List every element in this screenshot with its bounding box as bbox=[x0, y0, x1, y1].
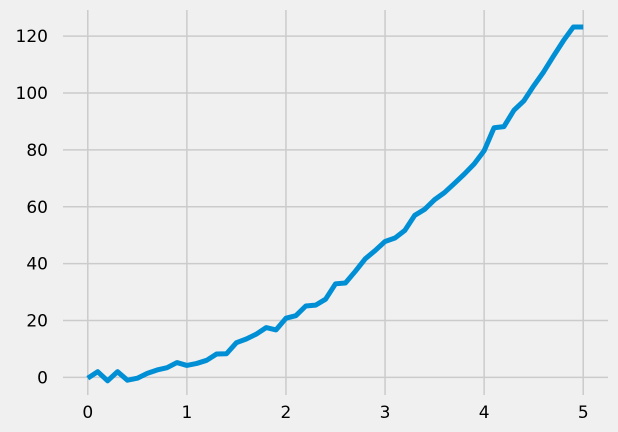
series-layer bbox=[86, 24, 584, 384]
y-tick-label: 120 bbox=[16, 27, 48, 47]
y-tick-label: 20 bbox=[26, 312, 48, 332]
y-tick-label: 60 bbox=[26, 198, 48, 218]
y-tick-label: 100 bbox=[16, 84, 48, 104]
grid bbox=[63, 10, 608, 395]
x-tick-label: 3 bbox=[380, 403, 391, 423]
tick-labels: 0 1 2 3 4 5 0 20 40 60 80 100 120 bbox=[16, 27, 589, 423]
x-tick-label: 2 bbox=[281, 403, 292, 423]
series-line bbox=[86, 24, 584, 384]
y-tick-label: 0 bbox=[37, 368, 48, 388]
x-tick-label: 4 bbox=[479, 403, 490, 423]
x-tick-label: 0 bbox=[82, 403, 93, 423]
x-tick-label: 1 bbox=[181, 403, 192, 423]
y-tick-label: 40 bbox=[26, 255, 48, 275]
y-tick-label: 80 bbox=[26, 141, 48, 161]
x-tick-label: 5 bbox=[578, 403, 589, 423]
